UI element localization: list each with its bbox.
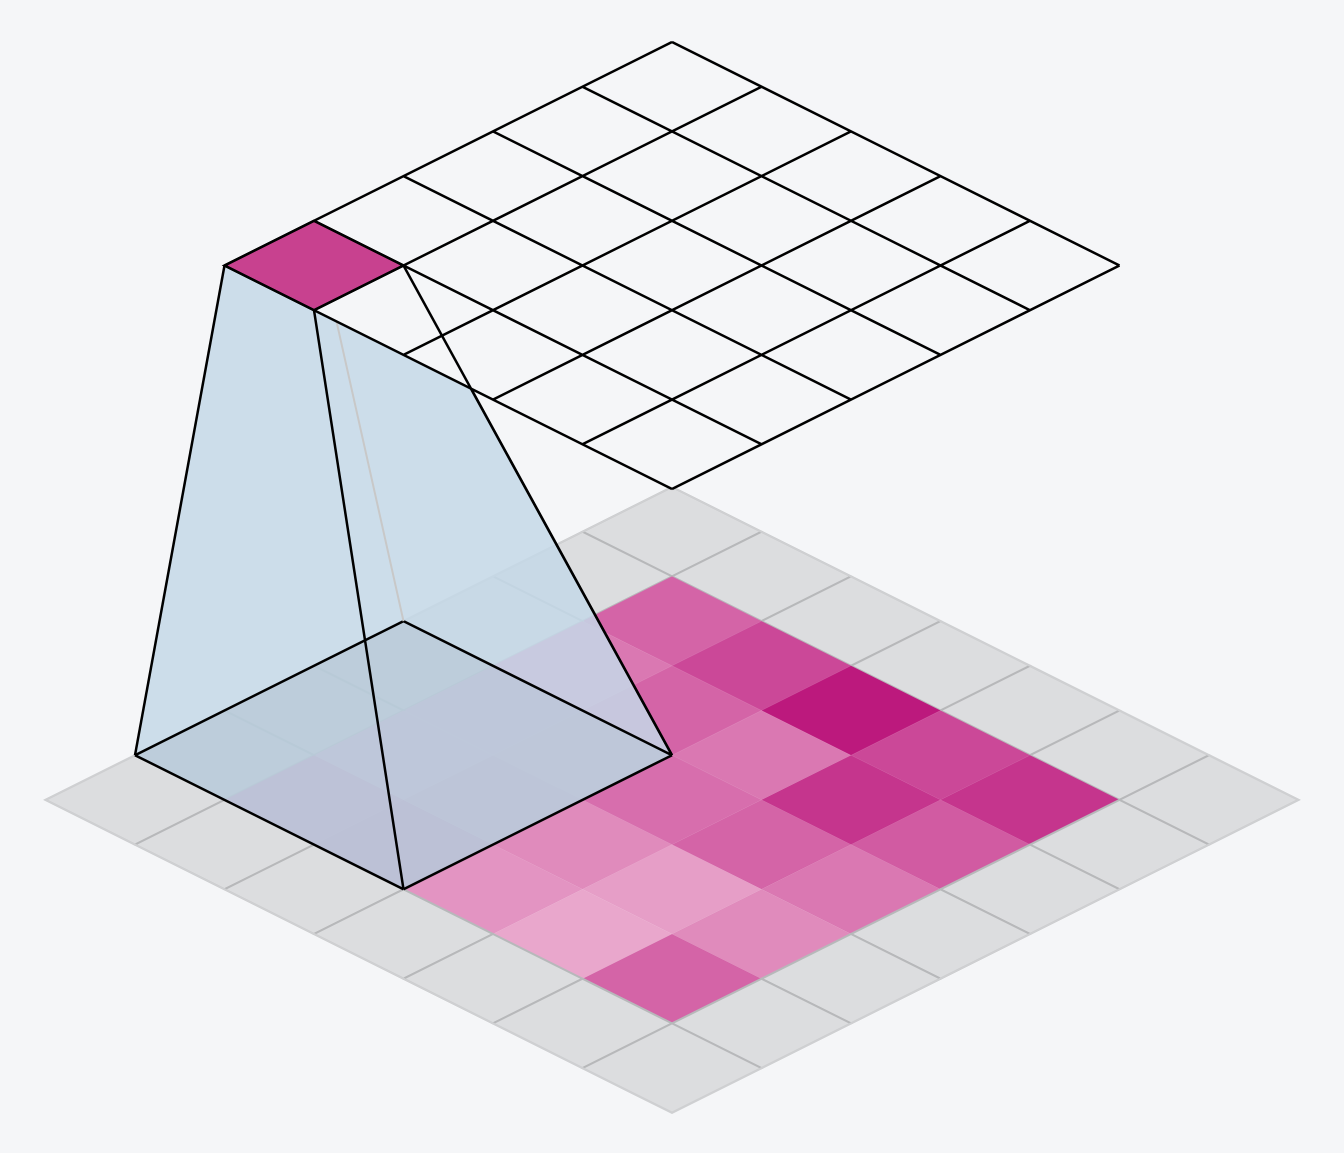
output-grid-line	[492, 130, 942, 357]
input-data-cell	[582, 844, 762, 934]
output-grid-line	[671, 264, 1121, 491]
kernel-edge	[312, 310, 405, 890]
output-grid-line	[671, 40, 1121, 267]
output-grid-line	[402, 174, 852, 401]
output-grid	[221, 40, 1121, 756]
input-data-cell	[851, 799, 1030, 890]
input-data-cell	[672, 710, 851, 800]
input-data-cell	[761, 844, 941, 934]
kernel-volume	[135, 220, 672, 890]
input-data-cell	[672, 621, 851, 711]
input-data-cell	[403, 844, 583, 934]
kernel-edge	[134, 619, 405, 757]
output-grid-line	[313, 219, 763, 446]
output-grid-line	[581, 219, 1031, 446]
output-grid-line	[492, 174, 942, 401]
output-grid-line	[223, 264, 673, 491]
output-grid-line	[313, 85, 763, 312]
kernel-edge	[402, 619, 673, 757]
output-grid-line	[223, 40, 673, 267]
kernel-edge	[402, 754, 673, 891]
output-grid-line	[402, 130, 852, 357]
input-data-cell	[672, 799, 851, 890]
input-data-cell	[851, 710, 1030, 800]
input-data-cell	[582, 576, 762, 666]
input-data-cell	[582, 934, 762, 1024]
kernel-edge	[402, 264, 674, 756]
output-grid-line	[581, 85, 1031, 312]
kernel-edge	[133, 265, 226, 756]
kernel-projection	[133, 220, 674, 891]
input-data-cell	[761, 665, 941, 756]
kernel-edge	[134, 754, 405, 891]
